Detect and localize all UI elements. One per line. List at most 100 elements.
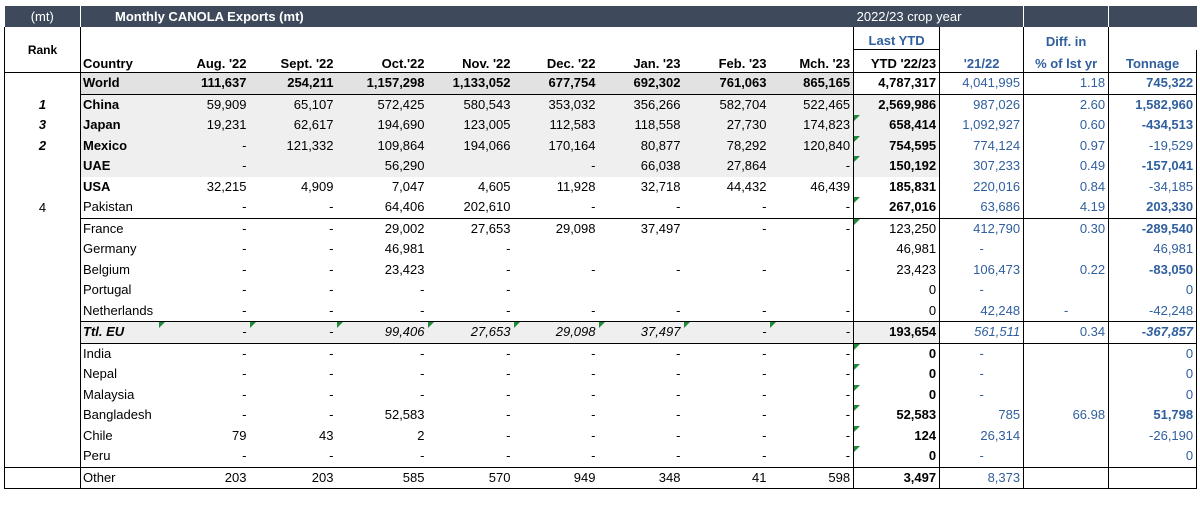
pct-cell: 1.18 bbox=[1023, 72, 1109, 95]
month-value-cell: - bbox=[420, 302, 425, 318]
country-cell: India bbox=[83, 345, 112, 361]
table-row: India - - - - - - - -0-0 bbox=[4, 343, 1198, 364]
month-value-cell: 29,002 bbox=[336, 217, 428, 239]
pct-cell: 66.98 bbox=[1023, 405, 1109, 426]
month-value-cell: 41 bbox=[683, 466, 770, 489]
month-value-cell: 356,266 bbox=[598, 94, 684, 115]
month-value-cell: 348 bbox=[598, 466, 684, 489]
month-value-cell: 202,610 bbox=[463, 199, 511, 215]
last-ytd-cell: - bbox=[939, 239, 1024, 260]
month-header: Jan. '23 bbox=[598, 49, 684, 73]
month-value-cell: 522,465 bbox=[769, 94, 854, 115]
month-value-cell: - bbox=[683, 217, 770, 239]
month-value-cell: - bbox=[420, 366, 425, 382]
pct-header-spacer bbox=[939, 27, 1024, 50]
month-value-cell: - bbox=[676, 427, 681, 443]
month-value-cell bbox=[249, 156, 337, 177]
month-value-cell: 37,497 bbox=[598, 217, 684, 239]
pct-cell bbox=[1023, 384, 1109, 405]
month-value-cell: 4,605 bbox=[477, 178, 511, 194]
month-value-cell: 80,877 bbox=[598, 135, 684, 156]
month-value-cell: - bbox=[683, 321, 770, 344]
month-value-cell: - bbox=[420, 282, 425, 298]
last-ytd-cell: 987,026 bbox=[939, 94, 1024, 115]
diff-cell: 1,582,960 bbox=[1108, 94, 1198, 115]
month-value-cell: - bbox=[769, 321, 854, 344]
month-value-cell: - bbox=[506, 427, 511, 443]
month-header: Oct.'22 bbox=[336, 49, 428, 73]
month-value-cell: - bbox=[591, 302, 596, 318]
pct-cell: 0.22 bbox=[1023, 259, 1109, 280]
ytd-cell: 0 bbox=[853, 300, 941, 322]
diff-cell: -289,540 bbox=[1108, 217, 1198, 239]
title-blank-cell bbox=[1023, 6, 1109, 27]
table-row: USA 32,215 4,909 7,047 4,605 11,928 32,718 44,4… bbox=[4, 176, 1198, 197]
month-value-cell: - bbox=[845, 345, 851, 361]
month-value-cell: - bbox=[591, 427, 596, 443]
country-cell: Peru bbox=[83, 448, 111, 464]
country-cell: Japan bbox=[80, 115, 159, 136]
table-row: World 111,637 254,211 1,157,298 1,133,052 677… bbox=[4, 72, 1198, 95]
month-value-cell: - bbox=[329, 386, 334, 402]
month-value-cell: - bbox=[591, 261, 596, 277]
month-header: Feb. '23 bbox=[683, 49, 770, 73]
header-row-1: Rank Last YTD Diff. in bbox=[4, 27, 1197, 73]
table-row: UAE -56,290-66,038 27,864-150,192 307,233 0.… bbox=[4, 156, 1198, 177]
month-value-cell: - bbox=[249, 321, 337, 344]
ytd-cell: 46,981 bbox=[853, 239, 941, 260]
last-ytd-cell: 412,790 bbox=[939, 217, 1024, 239]
last-ytd-cell: 1,092,927 bbox=[939, 115, 1024, 136]
month-value-cell: 1,133,052 bbox=[427, 72, 514, 95]
month-value-cell: 62,617 bbox=[249, 115, 337, 136]
month-value-cell: 64,406 bbox=[384, 199, 425, 215]
month-value-cell: - bbox=[242, 386, 247, 402]
ytd-header: YTD '22/23 bbox=[853, 49, 941, 73]
month-value-cell: - bbox=[506, 448, 511, 464]
month-value-cell bbox=[599, 239, 684, 260]
rank-cell bbox=[4, 384, 81, 405]
month-value-cell: - bbox=[591, 199, 596, 215]
month-value-cell: 120,840 bbox=[769, 135, 854, 156]
month-value-cell: 56,290 bbox=[336, 156, 428, 177]
month-value-cell: - bbox=[676, 407, 681, 423]
diff-cell: -34,185 bbox=[1108, 176, 1198, 197]
month-value-cell: 46,439 bbox=[810, 178, 851, 194]
title-blank-cell bbox=[1108, 6, 1197, 27]
month-value-cell: - bbox=[676, 199, 681, 215]
month-value-cell: 598 bbox=[769, 466, 854, 489]
table-row: 2 Mexico -121,332 109,864 194,066 170,164 80,8… bbox=[4, 135, 1198, 156]
exports-table: (mt) Monthly CANOLA Exports (mt) 2022/23… bbox=[4, 6, 1198, 489]
month-value-cell: - bbox=[845, 302, 851, 318]
country-cell: Nepal bbox=[83, 366, 117, 382]
month-value-cell: 109,864 bbox=[336, 135, 428, 156]
country-cell: Pakistan bbox=[83, 199, 133, 215]
month-value-cell: - bbox=[591, 366, 596, 382]
month-value-cell: - bbox=[420, 386, 425, 402]
month-value-cell: - bbox=[762, 366, 767, 382]
month-value-cell: 7,047 bbox=[391, 178, 425, 194]
month-value-cell: 23,423 bbox=[384, 261, 425, 277]
month-value-cell: - bbox=[506, 407, 511, 423]
month-value-cell: - bbox=[329, 407, 334, 423]
diff-cell: 745,322 bbox=[1108, 72, 1198, 95]
ytd-cell: 0 bbox=[853, 343, 941, 364]
rank-cell: 1 bbox=[4, 94, 81, 115]
month-value-cell: - bbox=[769, 156, 854, 177]
month-value-cell: - bbox=[249, 217, 337, 239]
rank-cell bbox=[4, 321, 81, 343]
diff-cell: 203,330 bbox=[1108, 197, 1198, 218]
month-value-cell: 203 bbox=[249, 466, 337, 489]
month-value-cell: 572,425 bbox=[336, 94, 428, 115]
month-value-cell: - bbox=[329, 241, 334, 257]
month-value-cell: - bbox=[329, 366, 334, 382]
month-value-cell: 43 bbox=[319, 427, 334, 443]
last-ytd-cell: 785 bbox=[939, 405, 1024, 426]
diff-cell: 46,981 bbox=[1108, 239, 1198, 260]
month-value-cell: 27,653 bbox=[427, 321, 514, 344]
month-value-cell: - bbox=[506, 345, 511, 361]
country-cell: Other bbox=[80, 466, 159, 489]
diff-cell: 0 bbox=[1108, 343, 1198, 364]
ytd-cell: 0 bbox=[853, 446, 941, 467]
month-value-cell: 353,032 bbox=[513, 94, 599, 115]
pct-cell bbox=[1023, 466, 1109, 489]
